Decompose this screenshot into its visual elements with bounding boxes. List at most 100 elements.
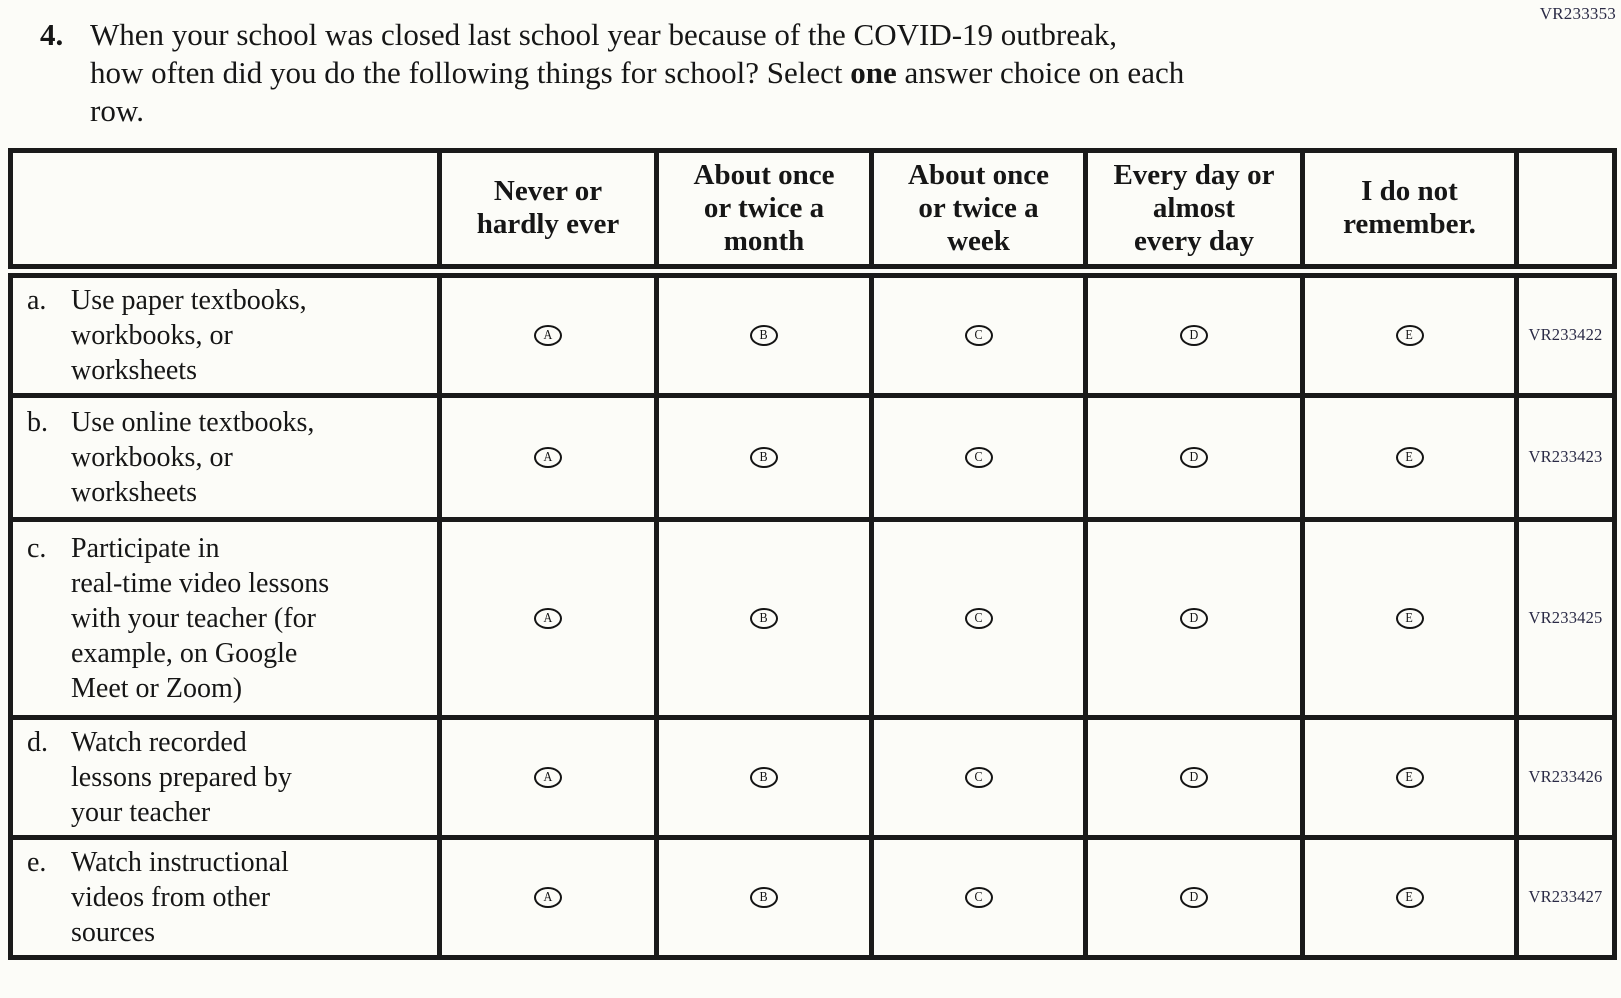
bubble-option-c[interactable]: C: [964, 446, 993, 468]
bubble-option-e[interactable]: E: [1395, 446, 1424, 468]
table-row: e. Watch instructional videos from other s…: [8, 834, 1617, 960]
bubble-letter-a: A: [543, 449, 553, 465]
row-code-cell: VR233426: [1514, 714, 1617, 840]
row-label-wrap: a. Use paper textbooks, workbooks, or work…: [27, 283, 431, 388]
row-label-line: Watch recorded: [71, 726, 247, 758]
column-header-line: or twice a: [703, 191, 825, 224]
bubble-option-a[interactable]: A: [534, 886, 562, 908]
answer-cell-a: A: [437, 834, 659, 960]
bubble-option-b[interactable]: B: [750, 446, 778, 468]
column-header-line: remember.: [1343, 208, 1476, 241]
row-label-line: lessons prepared by: [71, 761, 292, 793]
question-line-2-bold: one: [850, 55, 897, 90]
answer-cell-b: B: [654, 392, 874, 522]
bubble-option-c[interactable]: C: [964, 766, 993, 788]
bubble-option-b[interactable]: B: [750, 886, 778, 908]
bubble-letter-a: A: [543, 889, 553, 905]
bubble-letter-e: E: [1405, 449, 1414, 465]
bubble-letter-c: C: [974, 769, 983, 785]
bubble-option-d[interactable]: D: [1180, 324, 1208, 346]
answer-cell-e: E: [1300, 714, 1519, 840]
question-line-2-pre: how often did you do the following thing…: [90, 55, 851, 90]
row-code-cell: VR233425: [1514, 516, 1617, 720]
row-code: VR233427: [1528, 887, 1603, 906]
row-label-line: Meet or Zoom): [71, 672, 243, 704]
answer-cell-d: D: [1083, 516, 1305, 720]
row-code: VR233423: [1528, 447, 1603, 466]
bubble-option-c[interactable]: C: [964, 324, 993, 346]
answer-cell-c: C: [869, 834, 1088, 960]
row-label-line: Use paper textbooks,: [71, 284, 307, 316]
bubble-option-e[interactable]: E: [1395, 324, 1424, 346]
row-letter: d.: [27, 726, 48, 758]
answer-cell-e: E: [1300, 268, 1519, 398]
bubble-letter-b: B: [759, 610, 769, 626]
table-row: b. Use online textbooks, workbooks, or wor…: [8, 392, 1617, 522]
answer-cell-c: C: [869, 516, 1088, 720]
bubble-letter-b: B: [759, 327, 769, 343]
bubble-option-c[interactable]: C: [964, 607, 993, 629]
row-label-wrap: e. Watch instructional videos from other s…: [27, 845, 431, 950]
row-code-cell: VR233422: [1514, 268, 1617, 398]
row-label-line: Participate in: [71, 532, 220, 564]
bubble-option-b[interactable]: B: [750, 766, 778, 788]
row-label-cell: e. Watch instructional videos from other s…: [8, 834, 442, 960]
answer-cell-d: D: [1083, 834, 1305, 960]
column-header-line: About once: [908, 158, 1049, 191]
row-label: Watch instructional videos from other sour…: [71, 845, 289, 950]
answer-cell-b: B: [654, 834, 874, 960]
bubble-option-c[interactable]: C: [964, 886, 993, 908]
bubble-letter-b: B: [759, 889, 769, 905]
column-header-line: every day: [1134, 224, 1254, 257]
question-line-2: how often did you do the following thing…: [90, 54, 1184, 92]
row-label-wrap: d. Watch recorded lessons prepared by your…: [27, 725, 431, 830]
bubble-option-d[interactable]: D: [1180, 886, 1208, 908]
answer-cell-e: E: [1300, 516, 1519, 720]
row-label-cell: a. Use paper textbooks, workbooks, or work…: [8, 268, 442, 398]
column-header-line: About once: [693, 158, 835, 191]
row-label: Use online textbooks, workbooks, or worksh…: [71, 405, 314, 510]
bubble-option-d[interactable]: D: [1180, 766, 1208, 788]
bubble-option-b[interactable]: B: [750, 324, 778, 346]
bubble-option-a[interactable]: A: [534, 446, 562, 468]
answer-cell-a: A: [437, 714, 659, 840]
column-header-line: month: [723, 224, 805, 257]
bubble-option-d[interactable]: D: [1180, 607, 1208, 629]
column-header-every-day: Every day or almost every day: [1083, 148, 1305, 278]
answer-cell-b: B: [654, 268, 874, 398]
bubble-option-d[interactable]: D: [1180, 446, 1208, 468]
bubble-letter-d: D: [1189, 769, 1199, 785]
bubble-option-e[interactable]: E: [1395, 766, 1424, 788]
bubble-option-a[interactable]: A: [534, 607, 562, 629]
row-letter: a.: [27, 284, 47, 316]
bubble-letter-a: A: [543, 769, 553, 785]
row-label-line: worksheets: [71, 354, 197, 386]
row-label: Use paper textbooks, workbooks, or workshe…: [71, 283, 307, 388]
column-header-line: hardly ever: [476, 208, 620, 241]
bubble-letter-e: E: [1405, 610, 1414, 626]
column-header-once-twice-week: About once or twice a week: [869, 148, 1088, 278]
table-row: d. Watch recorded lessons prepared by your…: [8, 714, 1617, 840]
column-header-once-twice-month: About once or twice a month: [654, 148, 874, 278]
bubble-letter-b: B: [759, 769, 769, 785]
column-header-line: Every day or: [1113, 158, 1275, 191]
bubble-option-e[interactable]: E: [1395, 607, 1424, 629]
row-label-line: videos from other: [71, 881, 271, 913]
bubble-option-e[interactable]: E: [1395, 886, 1424, 908]
bubble-option-b[interactable]: B: [750, 607, 778, 629]
answer-cell-a: A: [437, 516, 659, 720]
row-code: VR233422: [1528, 325, 1603, 344]
row-label-line: workbooks, or: [71, 441, 233, 473]
question-line-1: When your school was closed last school …: [90, 16, 1184, 54]
bubble-option-a[interactable]: A: [534, 324, 562, 346]
row-label: Watch recorded lessons prepared by your te…: [71, 725, 292, 830]
row-letter: e.: [27, 846, 47, 878]
answer-cell-c: C: [869, 268, 1088, 398]
column-header-line: Never or: [493, 175, 603, 208]
bubble-letter-e: E: [1405, 889, 1414, 905]
bubble-option-a[interactable]: A: [534, 766, 562, 788]
row-label-line: worksheets: [71, 476, 197, 508]
form-code-top-right: VR233353: [1539, 4, 1616, 23]
row-label-cell: d. Watch recorded lessons prepared by your…: [8, 714, 442, 840]
